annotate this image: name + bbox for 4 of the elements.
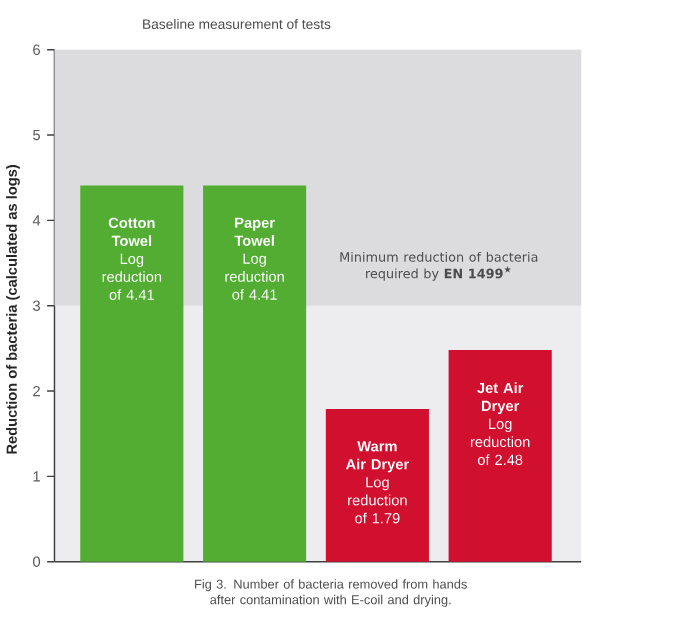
bar	[203, 185, 307, 562]
bar	[448, 350, 552, 562]
bar	[80, 185, 184, 562]
bar	[325, 409, 429, 562]
